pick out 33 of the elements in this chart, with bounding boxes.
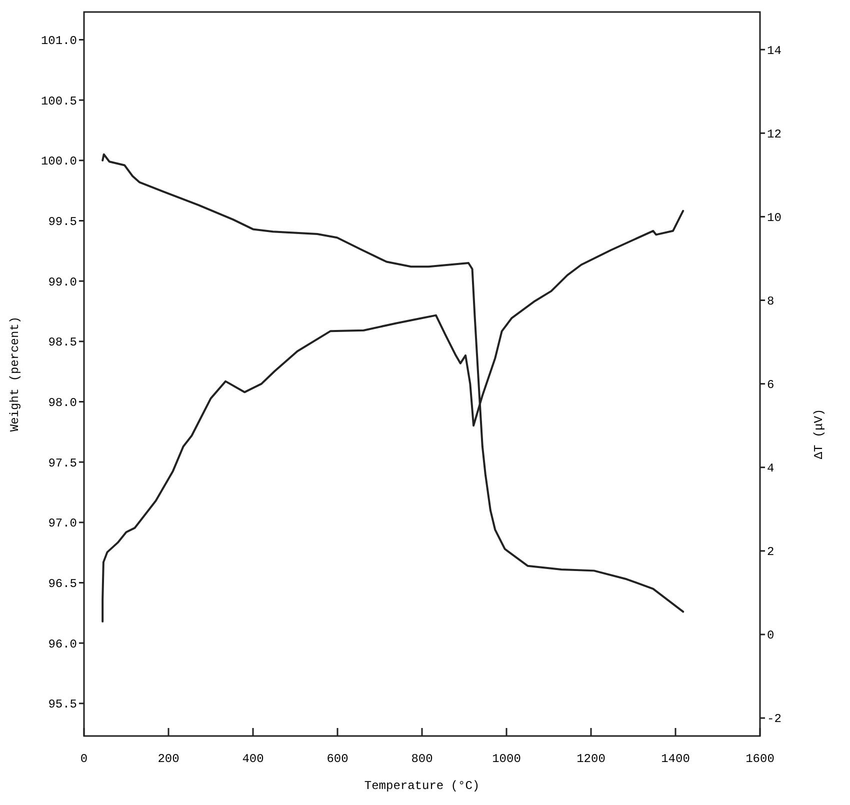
y-axis-title: Weight (percent) <box>8 316 22 432</box>
y2-tick-label: 2 <box>767 545 774 560</box>
y2-tick-label: 12 <box>767 127 782 142</box>
x-tick-label: 1600 <box>746 752 774 766</box>
y-tick-label: 95.5 <box>48 698 77 712</box>
y-tick-label: 96.0 <box>48 637 77 652</box>
x-tick-label: 1200 <box>576 752 606 766</box>
y-tick-label: 98.5 <box>48 336 77 350</box>
y2-tick-label: 4 <box>767 462 774 476</box>
y-tick-label: 98.0 <box>48 396 77 410</box>
x-axis-title: Temperature (°C) <box>364 779 480 793</box>
y-tick-label: 101.0 <box>40 34 77 48</box>
x-tick-label: 200 <box>158 752 180 766</box>
y2-tick-label: -2 <box>767 712 782 726</box>
y2-tick-label: 0 <box>767 628 774 643</box>
y2-tick-label: 14 <box>767 44 782 58</box>
y-tick-label: 100.0 <box>40 154 77 169</box>
x-tick-label: 400 <box>242 752 264 766</box>
x-tick-label: 0 <box>80 752 88 766</box>
y2-tick-label: 10 <box>767 210 782 225</box>
y-tick-label: 99.0 <box>48 275 77 290</box>
y2-axis-title: ΔT (μV) <box>812 408 826 460</box>
y2-tick-label: 8 <box>767 294 774 308</box>
y2-tick-label: 6 <box>767 378 774 392</box>
y-tick-label: 99.5 <box>48 214 77 229</box>
x-tick-label: 600 <box>326 752 348 766</box>
y-tick-label: 97.5 <box>48 456 77 470</box>
y-tick-label: 96.5 <box>48 576 77 591</box>
x-tick-label: 1400 <box>661 752 690 766</box>
y-tick-label: 100.5 <box>40 94 77 108</box>
x-tick-label: 800 <box>411 752 433 766</box>
y-tick-label: 97.0 <box>48 516 77 531</box>
x-tick-label: 1000 <box>492 752 521 766</box>
